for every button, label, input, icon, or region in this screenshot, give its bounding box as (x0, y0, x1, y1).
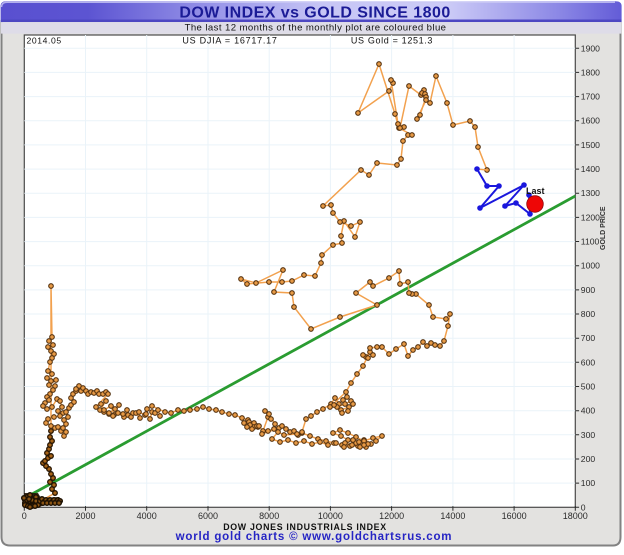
svg-text:12000: 12000 (379, 511, 404, 521)
svg-text:1200: 1200 (581, 212, 600, 222)
svg-text:1700: 1700 (581, 92, 600, 102)
svg-text:500: 500 (581, 382, 596, 392)
svg-text:1100: 1100 (581, 237, 600, 247)
svg-text:1300: 1300 (581, 188, 600, 198)
svg-text:1900: 1900 (581, 43, 600, 53)
svg-text:6000: 6000 (198, 511, 218, 521)
svg-text:GOLD PRICE: GOLD PRICE (600, 206, 607, 250)
svg-text:0: 0 (581, 502, 586, 512)
svg-text:1000: 1000 (581, 261, 600, 271)
svg-text:18000: 18000 (563, 511, 588, 521)
svg-text:400: 400 (581, 406, 596, 416)
svg-text:2014.05: 2014.05 (27, 36, 62, 46)
svg-text:Last: Last (526, 186, 545, 196)
svg-text:4000: 4000 (137, 511, 157, 521)
svg-text:600: 600 (581, 357, 596, 367)
svg-text:The last 12 months of the mont: The last 12 months of the monthly plot a… (185, 22, 447, 33)
svg-text:US Gold = 1251.3: US Gold = 1251.3 (351, 36, 433, 46)
svg-text:world gold charts © www.goldch: world gold charts © www.goldchartsrus.co… (175, 531, 453, 543)
svg-text:100: 100 (581, 478, 596, 488)
svg-text:8000: 8000 (259, 511, 279, 521)
svg-text:DOW INDEX vs GOLD SINCE 1800: DOW INDEX vs GOLD SINCE 1800 (179, 5, 450, 22)
svg-text:14000: 14000 (440, 511, 465, 521)
svg-text:DOW JONES INDUSTRIALS INDEX: DOW JONES INDUSTRIALS INDEX (223, 522, 387, 532)
svg-text:0: 0 (22, 511, 27, 521)
svg-text:10000: 10000 (318, 511, 343, 521)
svg-text:1800: 1800 (581, 67, 600, 77)
svg-text:200: 200 (581, 454, 596, 464)
svg-text:1400: 1400 (581, 164, 600, 174)
svg-text:300: 300 (581, 430, 596, 440)
svg-text:700: 700 (581, 333, 596, 343)
svg-text:900: 900 (581, 285, 596, 295)
svg-text:1500: 1500 (581, 140, 600, 150)
svg-text:16000: 16000 (502, 511, 527, 521)
svg-text:2000: 2000 (75, 511, 95, 521)
svg-text:1600: 1600 (581, 116, 600, 126)
svg-text:800: 800 (581, 309, 596, 319)
svg-text:US DJIA = 16717.17: US DJIA = 16717.17 (182, 36, 277, 46)
